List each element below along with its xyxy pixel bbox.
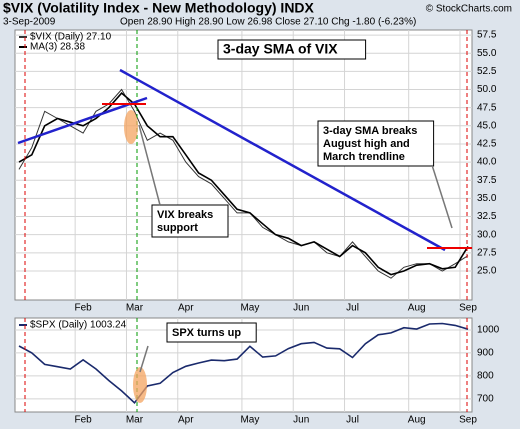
y-tick-label: 45.0 [477, 120, 497, 131]
highlight [133, 367, 147, 403]
y-tick-label: 57.5 [477, 30, 497, 41]
x-tick-label: May [240, 415, 259, 426]
y-tick-label: 35.0 [477, 193, 497, 204]
quote: Open 28.90 High 28.90 Low 26.98 Close 27… [120, 17, 416, 28]
y-tick-label: 52.5 [477, 66, 497, 77]
credit: © StockCharts.com [426, 4, 512, 15]
legend-label: MA(3) 28.38 [30, 42, 85, 53]
x-tick-label: Jul [346, 415, 359, 426]
annotations [17, 30, 472, 412]
x-tick-label: Jun [293, 415, 309, 426]
y-tick-label: 47.5 [477, 102, 497, 113]
annotation-title: 3-day SMA of VIX [223, 41, 338, 57]
y-tick-label: 32.5 [477, 211, 497, 222]
x-tick-label: Aug [408, 415, 426, 426]
symbol: $VIX (Volatility Index - New Methodology… [3, 0, 315, 16]
y-tick-label: 25.0 [477, 266, 497, 277]
arrow [138, 124, 161, 206]
annotation-box [166, 322, 257, 343]
arrow [139, 345, 149, 373]
series-line [18, 91, 469, 276]
y-tick-label: 1000 [477, 325, 500, 336]
y-tick-label: 30.0 [477, 229, 497, 240]
date: 3-Sep-2009 [3, 17, 56, 28]
y-tick-label: 55.0 [477, 48, 497, 59]
x-tick-label: Aug [408, 303, 426, 314]
y-tick-label: 50.0 [477, 84, 497, 95]
annotation: 3-day SMA breaks [323, 125, 417, 137]
x-tick-label: Apr [178, 303, 194, 314]
annotation: support [157, 222, 198, 234]
series-line [18, 322, 469, 404]
y-tick-label: 27.5 [477, 247, 497, 258]
x-tick-label: Feb [75, 303, 93, 314]
x-tick-label: Apr [178, 415, 194, 426]
annotation: August high and [323, 138, 410, 150]
x-tick-label: Mar [126, 303, 144, 314]
y-tick-label: 42.5 [477, 139, 497, 150]
annotation: VIX breaks [157, 209, 213, 221]
annotation-box [151, 204, 229, 238]
series-line [18, 88, 469, 279]
annotation-title-box [217, 39, 367, 60]
trendline [119, 68, 446, 252]
trendline [17, 96, 148, 145]
legend-label: $VIX (Daily) 27.10 [30, 32, 112, 43]
x-tick-label: May [240, 303, 259, 314]
x-tick-label: Jun [293, 303, 309, 314]
y-tick-label: 40.0 [477, 157, 497, 168]
x-tick-label: Jul [346, 303, 359, 314]
x-tick-label: Sep [459, 303, 477, 314]
y-tick-label: 900 [477, 348, 494, 359]
highlight [124, 110, 138, 144]
legend-label: $SPX (Daily) 1003.24 [30, 320, 127, 331]
y-tick-label: 800 [477, 371, 494, 382]
annotation: SPX turns up [172, 327, 241, 339]
y-tick-label: 700 [477, 394, 494, 405]
annotation: March trendline [323, 151, 405, 163]
annotation-box [317, 120, 435, 167]
arrow [431, 164, 453, 229]
x-tick-label: Feb [75, 415, 93, 426]
x-tick-label: Sep [459, 415, 477, 426]
y-tick-label: 37.5 [477, 175, 497, 186]
x-tick-label: Mar [126, 415, 144, 426]
